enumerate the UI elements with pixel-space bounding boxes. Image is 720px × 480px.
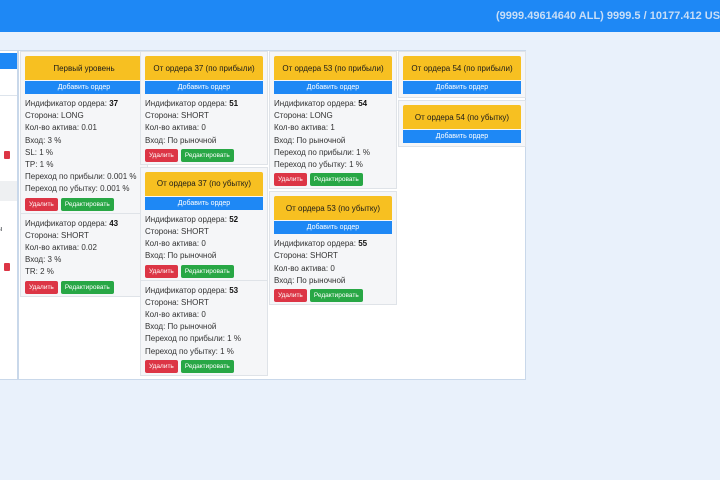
balance-readout: (9999.49614640 ALL) 9999.5 / 10177.412 U…: [496, 10, 720, 22]
trash-icon[interactable]: [4, 263, 10, 271]
left-panel-text-fragment: ы: [0, 226, 2, 233]
order-field: Переход по прибыли: 1 %: [274, 147, 370, 157]
add-order-button[interactable]: Добавить ордер: [145, 196, 263, 210]
order-field: Переход по прибыли: 1 %: [145, 334, 241, 344]
divider: [21, 212, 147, 214]
order-field: SL: 1 %: [25, 147, 54, 157]
order-item: Индификатор ордера: 51 Сторона: SHORT Ко…: [141, 94, 267, 164]
order-field: Вход: По рыночной: [145, 135, 217, 145]
delete-order-button[interactable]: Удалить: [145, 359, 178, 373]
edit-order-button[interactable]: Редактировать: [180, 148, 234, 162]
group-title: От ордера 53 (по прибыли): [274, 56, 392, 80]
left-panel: ы: [0, 50, 18, 380]
order-field: Переход по убытку: 1 %: [145, 346, 234, 356]
group-title: От ордера 54 (по прибыли): [403, 56, 521, 80]
order-id-row: Индификатор ордера: 55: [274, 239, 368, 249]
group-title: От ордера 54 (по убытку): [403, 105, 521, 129]
order-field: Кол-во актива: 0.01: [25, 123, 97, 133]
order-item: Индификатор ордера: 43 Сторона: SHORT Ко…: [21, 214, 147, 296]
order-field: Переход по убытку: 1 %: [274, 160, 363, 170]
order-field: Вход: 3 %: [25, 255, 62, 265]
edit-order-button[interactable]: Редактировать: [60, 280, 114, 294]
order-field: Сторона: SHORT: [145, 111, 209, 121]
order-field: Сторона: SHORT: [274, 251, 338, 261]
trash-icon[interactable]: [4, 151, 10, 159]
column-level-4: От ордера 54 (по прибыли) Добавить ордер…: [398, 51, 526, 147]
orders-board: Первый уровень Добавить ордер Индификато…: [18, 50, 526, 380]
delete-order-button[interactable]: Удалить: [145, 264, 178, 278]
edit-order-button[interactable]: Редактировать: [180, 264, 234, 278]
column-level-3: От ордера 53 (по прибыли) Добавить ордер…: [269, 51, 397, 306]
order-field: Переход по прибыли: 0.001 %: [25, 172, 137, 182]
order-field: Кол-во актива: 0: [145, 123, 206, 133]
order-field: Сторона: SHORT: [25, 230, 89, 240]
order-field: Сторона: LONG: [274, 111, 333, 121]
add-order-button[interactable]: Добавить ордер: [145, 81, 263, 94]
order-group-card: От ордера 54 (по убытку) Добавить ордер: [398, 100, 526, 147]
edit-order-button[interactable]: Редактировать: [180, 359, 234, 373]
order-group-card: От ордера 37 (по прибыли) Добавить ордер…: [140, 51, 268, 165]
order-field: Кол-во актива: 0: [145, 239, 206, 249]
add-order-button[interactable]: Добавить ордер: [403, 130, 521, 143]
delete-order-button[interactable]: Удалить: [25, 280, 58, 294]
divider: [141, 279, 267, 281]
top-navbar: (9999.49614640 ALL) 9999.5 / 10177.412 U…: [0, 0, 720, 32]
edit-order-button[interactable]: Редактировать: [60, 197, 114, 211]
order-item: Индификатор ордера: 55 Сторона: SHORT Ко…: [270, 234, 396, 304]
order-field: Вход: По рыночной: [145, 251, 217, 261]
order-field: Сторона: LONG: [25, 111, 84, 121]
order-id-row: Индификатор ордера: 53: [145, 285, 239, 295]
group-title: От ордера 37 (по прибыли): [145, 56, 263, 80]
delete-order-button[interactable]: Удалить: [274, 289, 307, 303]
edit-order-button[interactable]: Редактировать: [309, 173, 363, 187]
order-id-row: Индификатор ордера: 51: [145, 99, 239, 108]
divider: [0, 95, 17, 96]
order-field: Кол-во актива: 0: [274, 263, 335, 273]
delete-order-button[interactable]: Удалить: [25, 197, 58, 211]
order-item: Индификатор ордера: 54 Сторона: LONG Кол…: [270, 94, 396, 188]
order-group-card: От ордера 37 (по убытку) Добавить ордер …: [140, 166, 268, 376]
order-field: Сторона: SHORT: [145, 297, 209, 307]
group-title: От ордера 37 (по убытку): [145, 171, 263, 196]
column-level-1: Первый уровень Добавить ордер Индификато…: [20, 51, 148, 297]
order-item: Индификатор ордера: 52 Сторона: SHORT Ко…: [141, 210, 267, 280]
order-group-card: От ордера 53 (по убытку) Добавить ордер …: [269, 191, 397, 306]
order-field: Переход по убытку: 0.001 %: [25, 184, 130, 194]
order-field: Вход: 3 %: [25, 135, 62, 145]
left-panel-row: [0, 181, 17, 201]
order-field: Вход: По рыночной: [145, 322, 217, 332]
add-order-button[interactable]: Добавить ордер: [274, 81, 392, 94]
group-title: Первый уровень: [25, 56, 143, 80]
order-field: TP: 1 %: [25, 160, 54, 170]
order-group-card: От ордера 53 (по прибыли) Добавить ордер…: [269, 51, 397, 190]
order-field: Сторона: SHORT: [145, 227, 209, 237]
order-group-card: Первый уровень Добавить ордер Индификато…: [20, 51, 148, 297]
order-field: Вход: По рыночной: [274, 135, 346, 145]
order-field: Кол-во актива: 1: [274, 123, 335, 133]
order-id-row: Индификатор ордера: 54: [274, 99, 368, 108]
order-item: Индификатор ордера: 53 Сторона: SHORT Ко…: [141, 281, 267, 375]
left-panel-header-bar: [0, 53, 17, 69]
edit-order-button[interactable]: Редактировать: [309, 289, 363, 303]
order-field: TR: 2 %: [25, 267, 54, 277]
order-id-row: Индификатор ордера: 37: [25, 99, 119, 108]
order-group-card: От ордера 54 (по прибыли) Добавить ордер: [398, 51, 526, 98]
delete-order-button[interactable]: Удалить: [145, 148, 178, 162]
order-id-row: Индификатор ордера: 52: [145, 214, 239, 224]
order-field: Кол-во актива: 0: [145, 310, 206, 320]
delete-order-button[interactable]: Удалить: [274, 173, 307, 187]
order-item: Индификатор ордера: 37 Сторона: LONG Кол…: [21, 94, 147, 213]
add-order-button[interactable]: Добавить ордер: [403, 81, 521, 94]
order-field: Вход: По рыночной: [274, 275, 346, 285]
group-title: От ордера 53 (по убытку): [274, 196, 392, 221]
order-id-row: Индификатор ордера: 43: [25, 218, 119, 228]
add-order-button[interactable]: Добавить ордер: [25, 81, 143, 94]
column-level-2: От ордера 37 (по прибыли) Добавить ордер…: [140, 51, 268, 376]
add-order-button[interactable]: Добавить ордер: [274, 221, 392, 235]
order-field: Кол-во актива: 0.02: [25, 243, 97, 253]
